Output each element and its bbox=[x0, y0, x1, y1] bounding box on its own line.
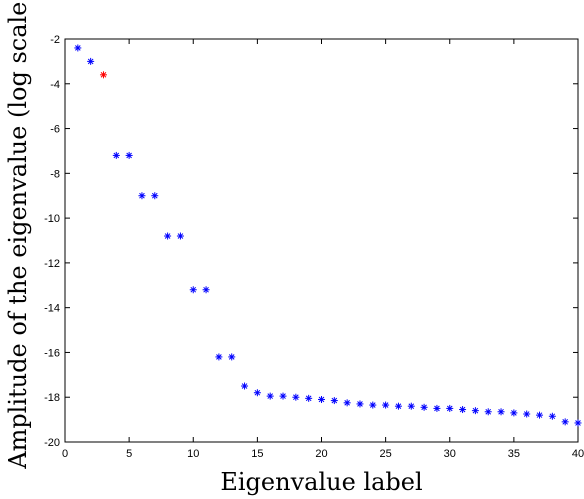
data-point bbox=[138, 192, 146, 200]
y-axis-label: Amplitude of the eigenvalue (log scale) bbox=[4, 0, 32, 470]
data-point bbox=[305, 394, 313, 402]
data-point bbox=[87, 57, 95, 65]
y-tick-label: -20 bbox=[44, 437, 60, 449]
data-point bbox=[189, 286, 197, 294]
x-tick-label: 30 bbox=[444, 448, 456, 460]
data-point bbox=[459, 406, 467, 414]
data-point bbox=[266, 392, 274, 400]
data-point bbox=[471, 407, 479, 415]
data-point bbox=[164, 232, 172, 240]
data-point bbox=[228, 353, 236, 361]
data-point bbox=[497, 408, 505, 416]
data-point bbox=[356, 400, 364, 408]
y-tick-label: -4 bbox=[50, 79, 60, 91]
data-point bbox=[279, 392, 287, 400]
y-tick-label: -10 bbox=[44, 213, 60, 225]
x-tick-label: 5 bbox=[126, 448, 132, 460]
x-tick-label: 20 bbox=[315, 448, 327, 460]
data-point bbox=[253, 389, 261, 397]
data-point bbox=[407, 402, 415, 410]
data-point bbox=[215, 353, 223, 361]
data-point bbox=[433, 404, 441, 412]
data-point bbox=[343, 399, 351, 407]
data-point bbox=[574, 419, 582, 427]
data-point bbox=[74, 44, 82, 52]
x-tick-label: 35 bbox=[508, 448, 520, 460]
data-point bbox=[125, 151, 133, 159]
y-tick-label: -6 bbox=[50, 124, 60, 136]
data-point bbox=[548, 412, 556, 420]
x-tick-label: 0 bbox=[62, 448, 68, 460]
data-point bbox=[318, 395, 325, 403]
data-point bbox=[99, 71, 107, 79]
data-point bbox=[202, 286, 210, 294]
data-points bbox=[74, 44, 582, 427]
x-tick-label: 10 bbox=[187, 448, 199, 460]
x-tick-label: 40 bbox=[572, 448, 584, 460]
y-tick-label: -16 bbox=[44, 347, 60, 359]
x-tick-label: 25 bbox=[380, 448, 392, 460]
data-point bbox=[536, 411, 544, 419]
y-tick-label: -18 bbox=[44, 392, 60, 404]
y-tick-label: -2 bbox=[50, 34, 60, 46]
data-point bbox=[112, 151, 120, 159]
y-axis-ticks: -2 -4 -6 -8 -10 -12 -14 -16 -18 -20 bbox=[44, 34, 578, 449]
data-point bbox=[420, 403, 428, 411]
y-tick-label: -12 bbox=[44, 258, 60, 270]
data-point bbox=[369, 401, 377, 409]
y-tick-label: -14 bbox=[44, 303, 60, 315]
data-point bbox=[484, 408, 492, 416]
data-point bbox=[330, 397, 338, 405]
data-point bbox=[241, 382, 249, 390]
data-point bbox=[176, 232, 184, 240]
data-point bbox=[292, 393, 300, 401]
data-point bbox=[382, 401, 390, 409]
data-point bbox=[151, 192, 159, 200]
x-tick-label: 15 bbox=[251, 448, 263, 460]
plot-area bbox=[64, 38, 579, 443]
data-point bbox=[510, 409, 518, 417]
x-axis-ticks: 0 5 10 15 20 25 30 35 40 bbox=[62, 39, 584, 460]
x-axis-label: Eigenvalue label bbox=[220, 468, 422, 496]
y-tick-label: -8 bbox=[50, 168, 60, 180]
data-point bbox=[523, 410, 531, 418]
data-point bbox=[561, 418, 569, 426]
data-point bbox=[446, 404, 454, 412]
data-point bbox=[394, 402, 402, 410]
